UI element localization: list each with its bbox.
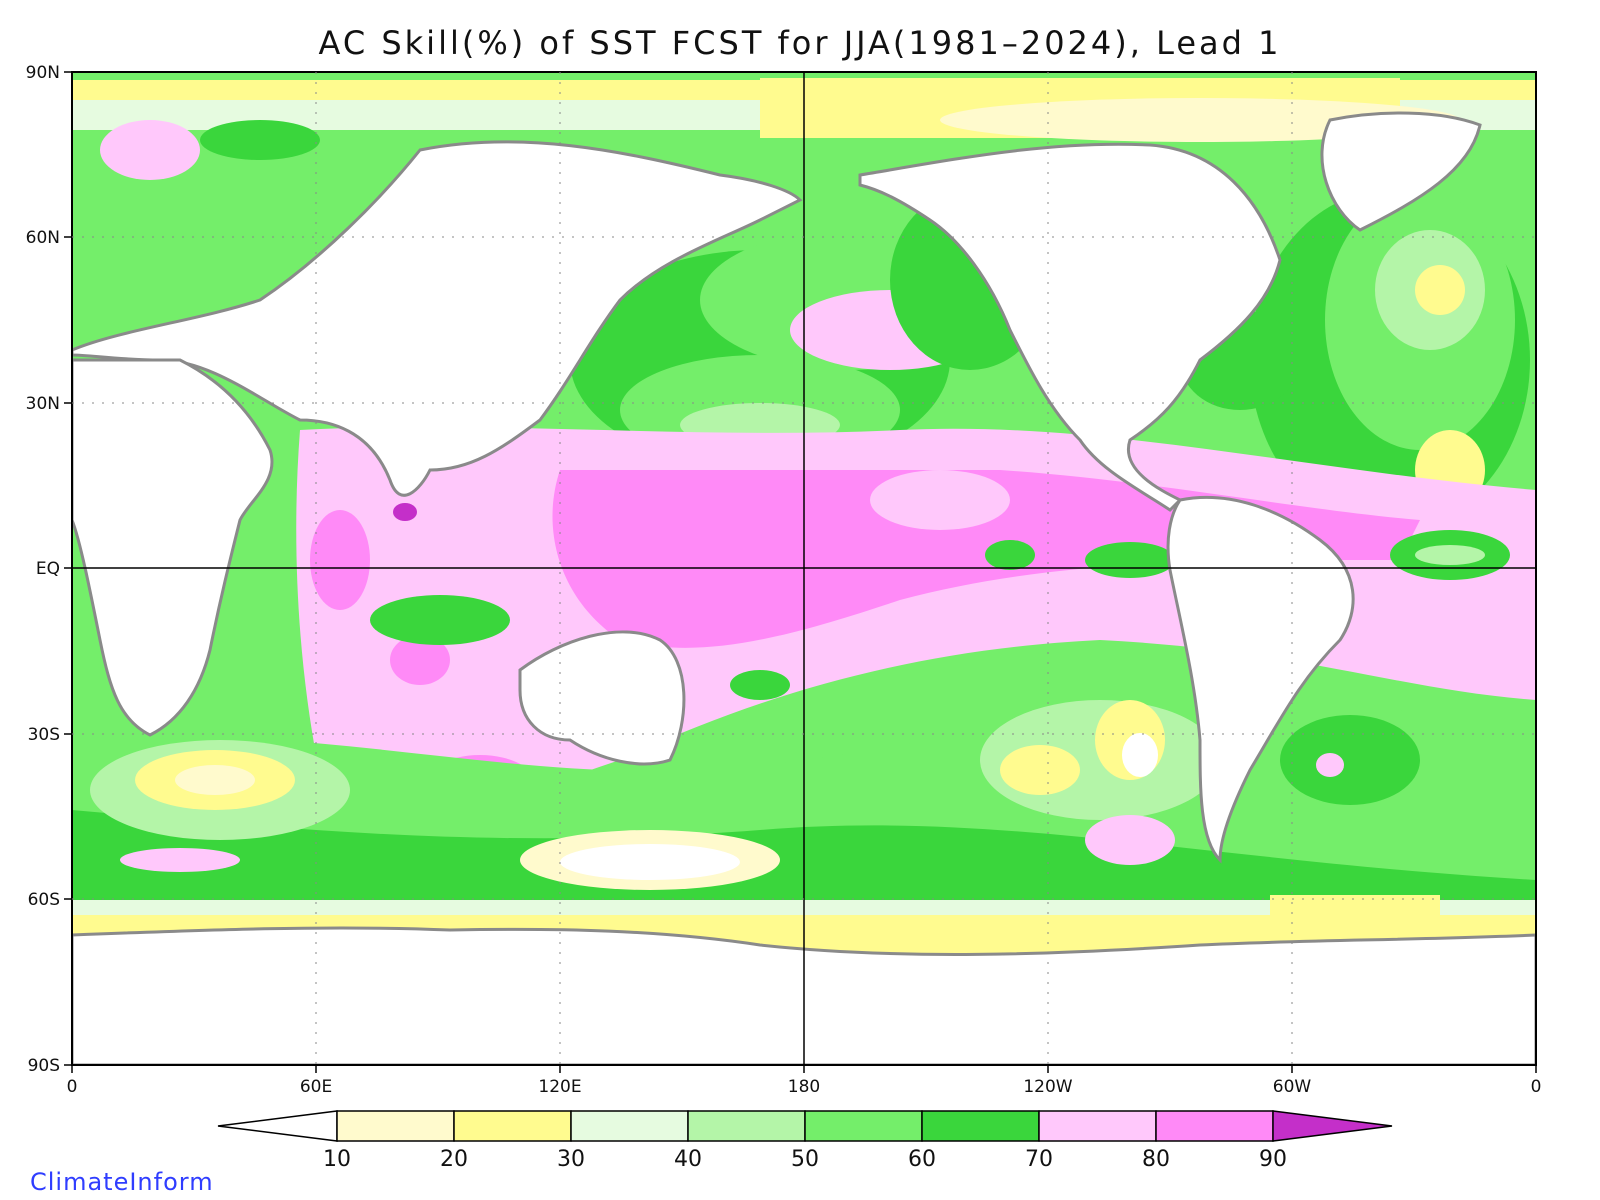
- lat-label-30n: 30N: [26, 394, 60, 414]
- grid-lines: [72, 72, 1536, 1065]
- colorbar-tick-50: 50: [791, 1147, 819, 1172]
- colorbar-bin-30-40: [570, 1110, 689, 1142]
- lat-label-60n: 60N: [26, 228, 60, 248]
- colorbar-low-arrow: [217, 1110, 338, 1142]
- lon-label-180: 180: [788, 1077, 820, 1097]
- colorbar-bin-40-50: [687, 1110, 806, 1142]
- lon-label-0-east: 0: [1531, 1077, 1542, 1097]
- lon-label-60w: 60W: [1273, 1077, 1312, 1097]
- colorbar: 10 20 30 40 50 60 70 80 90: [217, 1110, 1393, 1172]
- map-title: AC Skill(%) of SST FCST for JJA(1981–202…: [318, 24, 1282, 62]
- colorbar-bin-10-20: [336, 1110, 455, 1142]
- lat-label-60s: 60S: [28, 890, 60, 910]
- lat-label-90n: 90N: [26, 63, 60, 83]
- colorbar-tick-10: 10: [323, 1147, 351, 1172]
- colorbar-tick-80: 80: [1142, 1147, 1170, 1172]
- colorbar-bin-50-60: [804, 1110, 923, 1142]
- axis-ticks: [64, 71, 1537, 1073]
- colorbar-high-arrow: [1272, 1110, 1393, 1142]
- lon-label-120w: 120W: [1023, 1077, 1072, 1097]
- colorbar-tick-90: 90: [1259, 1147, 1287, 1172]
- colorbar-bin-60-70: [921, 1110, 1040, 1142]
- land-masses: [72, 111, 1536, 1065]
- brand-logo-text: ClimateInform: [30, 1168, 214, 1196]
- colorbar-tick-40: 40: [674, 1147, 702, 1172]
- lon-label-120e: 120E: [538, 1077, 581, 1097]
- colorbar-tick-60: 60: [908, 1147, 936, 1172]
- lat-label-90s: 90S: [28, 1056, 60, 1076]
- colorbar-bin-70-80: [1038, 1110, 1157, 1142]
- lat-label-eq: EQ: [36, 559, 60, 579]
- colorbar-bin-20-30: [453, 1110, 572, 1142]
- colorbar-bin-80-90: [1155, 1110, 1274, 1142]
- lat-label-30s: 30S: [28, 725, 60, 745]
- lon-label-60e: 60E: [300, 1077, 332, 1097]
- lon-label-0-west: 0: [67, 1077, 78, 1097]
- colorbar-tick-30: 30: [557, 1147, 585, 1172]
- colorbar-tick-70: 70: [1025, 1147, 1053, 1172]
- colorbar-tick-20: 20: [440, 1147, 468, 1172]
